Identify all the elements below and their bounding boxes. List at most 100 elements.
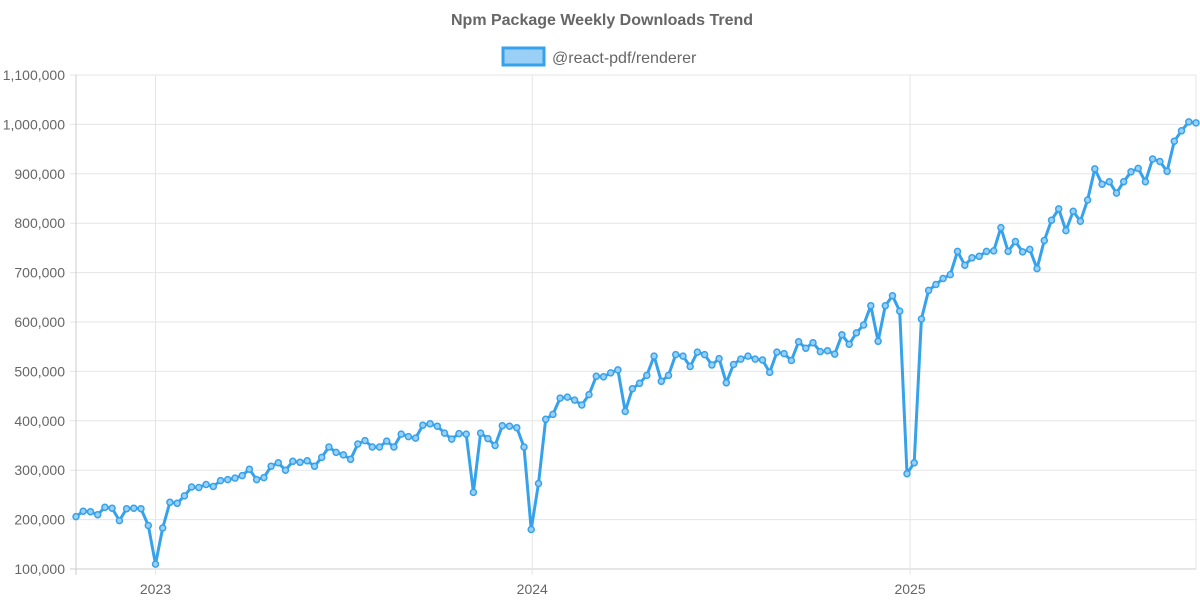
data-point[interactable] [578, 401, 586, 409]
data-point[interactable] [505, 422, 514, 430]
data-point[interactable] [79, 507, 87, 515]
data-point[interactable] [339, 451, 348, 459]
data-point[interactable] [1156, 157, 1164, 166]
data-point[interactable] [1177, 127, 1186, 135]
data-point[interactable] [953, 247, 962, 256]
data-point[interactable] [794, 338, 803, 346]
data-point[interactable] [816, 347, 825, 356]
data-point[interactable] [758, 356, 767, 364]
data-point[interactable] [202, 480, 210, 489]
data-point[interactable] [729, 360, 738, 369]
data-point[interactable] [671, 350, 680, 359]
data-point[interactable] [895, 307, 904, 315]
data-point[interactable] [961, 261, 969, 269]
data-point[interactable] [881, 301, 890, 310]
data-point[interactable] [874, 337, 882, 346]
data-point[interactable] [534, 479, 543, 488]
data-point[interactable] [325, 443, 333, 451]
data-point[interactable] [802, 344, 810, 352]
data-point[interactable] [484, 434, 492, 443]
data-point[interactable] [108, 504, 116, 512]
data-point[interactable] [404, 432, 413, 441]
data-point[interactable] [1040, 236, 1049, 245]
data-point[interactable] [917, 315, 926, 323]
data-point[interactable] [693, 348, 702, 356]
data-point[interactable] [737, 355, 745, 363]
data-point[interactable] [989, 247, 998, 255]
data-point[interactable] [787, 356, 796, 365]
data-point[interactable] [556, 394, 564, 402]
data-point[interactable] [621, 407, 629, 416]
data-point[interactable] [1026, 245, 1034, 254]
data-point[interactable] [852, 329, 861, 337]
data-point[interactable] [650, 352, 658, 360]
data-point[interactable] [867, 301, 875, 310]
data-point[interactable] [924, 286, 933, 295]
data-point[interactable] [274, 459, 283, 467]
data-point[interactable] [910, 459, 918, 467]
data-point[interactable] [722, 379, 731, 387]
data-point[interactable] [744, 352, 752, 360]
data-point[interactable] [122, 504, 131, 513]
data-point[interactable] [614, 366, 622, 374]
data-point[interactable] [888, 292, 897, 300]
data-point[interactable] [238, 471, 246, 480]
data-point[interactable] [216, 476, 225, 485]
data-point[interactable] [382, 437, 391, 445]
data-point[interactable] [527, 525, 535, 534]
data-point[interactable] [932, 280, 940, 289]
data-point[interactable] [455, 429, 463, 438]
data-point[interactable] [1011, 237, 1020, 246]
data-point[interactable] [859, 321, 868, 329]
data-point[interactable] [187, 483, 196, 491]
data-point[interactable] [1141, 177, 1150, 186]
data-point[interactable] [447, 435, 456, 443]
data-point[interactable] [411, 434, 420, 442]
data-point[interactable] [809, 338, 817, 347]
data-point[interactable] [1112, 189, 1121, 197]
data-point[interactable] [780, 349, 788, 358]
data-point[interactable] [462, 430, 470, 438]
data-point[interactable] [570, 396, 579, 404]
data-point[interactable] [946, 270, 955, 279]
data-point[interactable] [1004, 247, 1012, 256]
data-point[interactable] [1062, 226, 1070, 235]
data-point[interactable] [1054, 205, 1063, 213]
data-point[interactable] [397, 430, 405, 438]
data-point[interactable] [491, 441, 499, 450]
data-point[interactable] [267, 462, 275, 470]
data-point[interactable] [997, 223, 1005, 232]
data-point[interactable] [1033, 264, 1041, 273]
data-point[interactable] [765, 368, 774, 377]
data-point[interactable] [1069, 207, 1077, 216]
data-point[interactable] [166, 498, 174, 507]
data-point[interactable] [751, 355, 759, 363]
data-point[interactable] [708, 361, 716, 369]
legend[interactable]: @react-pdf/renderer [501, 46, 697, 67]
data-point[interactable] [982, 247, 991, 256]
data-point[interactable] [520, 443, 528, 451]
data-point[interactable] [1105, 177, 1114, 186]
data-point[interactable] [1148, 155, 1157, 163]
data-point[interactable] [679, 352, 687, 360]
data-point[interactable] [975, 252, 983, 261]
data-point[interactable] [209, 482, 218, 491]
data-point[interactable] [628, 384, 637, 393]
data-point[interactable] [541, 415, 550, 424]
data-point[interactable] [144, 521, 153, 530]
data-point[interactable] [1076, 217, 1085, 225]
data-point[interactable] [426, 420, 434, 428]
data-point[interactable] [1119, 177, 1128, 186]
data-point[interactable] [1134, 164, 1142, 173]
data-point[interactable] [151, 560, 160, 568]
data-point[interactable] [1163, 167, 1171, 176]
data-point[interactable] [585, 390, 593, 399]
data-point[interactable] [195, 483, 203, 492]
data-point[interactable] [433, 422, 442, 430]
data-point[interactable] [375, 443, 384, 451]
data-point[interactable] [93, 510, 102, 519]
data-point[interactable] [715, 354, 723, 363]
data-point[interactable] [296, 458, 304, 467]
data-point[interactable] [252, 475, 261, 484]
data-point[interactable] [549, 410, 557, 419]
